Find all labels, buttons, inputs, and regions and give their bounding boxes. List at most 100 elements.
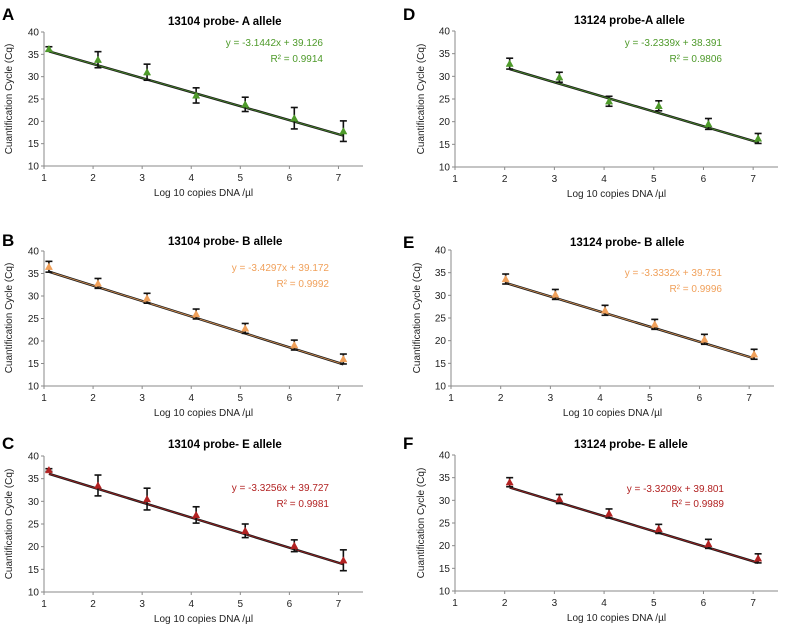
data-point-d — [505, 59, 514, 67]
chart-title-e: 13124 probe- B allele — [570, 237, 684, 249]
data-point-e — [650, 320, 659, 328]
y-tick-label-d: 10 — [439, 163, 451, 174]
x-tick-label-e: 6 — [697, 393, 703, 404]
chart-panel-a: A 13104 probe- A allele 10 15 20 25 30 35 40 1 2 3 4… — [2, 5, 363, 199]
panel-letter-b: B — [2, 231, 14, 250]
y-tick-label-d: 35 — [439, 49, 451, 60]
x-tick-label-b: 4 — [188, 393, 194, 404]
panel-letter-e: E — [403, 233, 414, 252]
y-tick-label-f: 15 — [439, 564, 451, 575]
x-tick-label-e: 4 — [597, 393, 603, 404]
x-tick-label-d: 5 — [651, 174, 657, 185]
x-tick-label-b: 6 — [287, 393, 293, 404]
data-point-c — [290, 541, 299, 549]
r-squared-e: R² = 0.9996 — [669, 284, 722, 295]
chart-title-f: 13124 probe- E allele — [574, 439, 688, 451]
data-point-e — [700, 335, 709, 343]
chart-panel-b: B 13104 probe- B allele 10 15 20 25 30 35 40 1 2 3 4… — [2, 231, 363, 419]
data-point-d — [555, 73, 564, 81]
data-point-a — [93, 55, 103, 63]
y-tick-label-d: 15 — [439, 140, 451, 151]
y-tick-label-e: 40 — [435, 246, 447, 257]
x-tick-label-d: 3 — [552, 174, 558, 185]
data-point-c — [339, 556, 348, 564]
x-tick-label-c: 1 — [41, 599, 47, 610]
x-tick-label-b: 2 — [90, 393, 96, 404]
x-tick-label-f: 6 — [701, 598, 707, 609]
y-axis-label-b: Cuantification Cycle (Cq) — [4, 263, 15, 374]
x-tick-label-f: 2 — [502, 598, 508, 609]
x-tick-label-f: 5 — [651, 598, 657, 609]
x-tick-label-c: 2 — [90, 599, 96, 610]
data-point-e — [501, 274, 510, 283]
y-tick-label-a: 10 — [28, 162, 40, 173]
panel-letter-a: A — [2, 5, 14, 24]
data-point-b — [192, 309, 201, 318]
data-point-a — [290, 114, 299, 122]
y-tick-label-e: 10 — [435, 382, 447, 393]
x-tick-label-d: 7 — [750, 174, 756, 185]
y-tick-label-b: 10 — [28, 382, 40, 393]
y-tick-label-e: 35 — [435, 268, 447, 279]
data-point-a — [339, 127, 348, 135]
x-axis-label-d: Log 10 copies DNA /µl — [567, 189, 666, 200]
x-axis-label-b: Log 10 copies DNA /µl — [154, 408, 253, 419]
y-tick-label-b: 40 — [28, 247, 40, 258]
y-tick-label-c: 40 — [28, 452, 40, 463]
y-tick-label-d: 40 — [439, 27, 451, 38]
r-squared-b: R² = 0.9992 — [276, 279, 329, 290]
x-tick-label-d: 4 — [601, 174, 607, 185]
x-tick-label-d: 2 — [502, 174, 508, 185]
data-point-c — [143, 494, 152, 503]
x-tick-label-a: 7 — [336, 173, 342, 184]
y-tick-label-a: 35 — [28, 50, 40, 61]
x-axis-label-c: Log 10 copies DNA /µl — [154, 614, 253, 625]
y-tick-label-d: 20 — [439, 117, 451, 128]
y-tick-label-c: 25 — [28, 520, 40, 531]
fit-equation-f: y = -3.3209x + 39.801 — [627, 484, 725, 495]
r-squared-d: R² = 0.9806 — [669, 54, 722, 65]
data-point-f — [654, 524, 663, 533]
y-tick-label-b: 20 — [28, 337, 40, 348]
x-axis-label-f: Log 10 copies DNA /µl — [567, 613, 666, 624]
data-point-b — [290, 340, 299, 349]
r-squared-c: R² = 0.9981 — [276, 499, 329, 510]
chart-panel-c: C 13104 probe- E allele 10 15 20 25 30 35 40 1 2 3 4… — [2, 434, 363, 625]
chart-panel-e: E 13124 probe- B allele 10 15 20 25 30 35 40 1 2 3 4… — [403, 233, 774, 419]
y-tick-label-b: 25 — [28, 314, 40, 325]
data-point-b — [241, 324, 250, 332]
fit-equation-d: y = -3.2339x + 38.391 — [625, 38, 723, 49]
y-axis-label-d: Cuantification Cycle (Cq) — [416, 44, 427, 155]
chart-title-b: 13104 probe- B allele — [168, 236, 282, 248]
y-tick-label-a: 25 — [28, 95, 40, 106]
y-tick-label-a: 20 — [28, 117, 40, 128]
x-tick-label-d: 1 — [452, 174, 458, 185]
x-tick-label-a: 6 — [287, 173, 293, 184]
y-tick-label-d: 30 — [439, 72, 451, 83]
data-point-c — [93, 481, 103, 489]
y-tick-label-f: 10 — [439, 587, 451, 598]
x-tick-label-c: 7 — [336, 599, 342, 610]
chart-title-d: 13124 probe-A allele — [574, 15, 685, 27]
data-point-d — [704, 119, 713, 128]
x-tick-label-f: 4 — [601, 598, 607, 609]
panel-letter-f: F — [403, 434, 413, 453]
y-tick-label-e: 30 — [435, 291, 447, 302]
y-tick-label-f: 30 — [439, 496, 451, 507]
chart-title-a: 13104 probe- A allele — [168, 16, 282, 28]
x-tick-label-a: 1 — [41, 173, 47, 184]
trendline-color-d — [509, 68, 759, 143]
data-point-b — [93, 279, 103, 287]
y-tick-label-f: 25 — [439, 519, 451, 530]
data-point-a — [192, 91, 201, 99]
y-axis-label-f: Cuantification Cycle (Cq) — [416, 468, 427, 579]
fit-equation-b: y = -3.4297x + 39.172 — [232, 263, 330, 274]
y-axis-label-c: Cuantification Cycle (Cq) — [4, 469, 15, 580]
x-tick-label-e: 3 — [548, 393, 554, 404]
x-tick-label-b: 3 — [139, 393, 145, 404]
data-point-a — [143, 68, 152, 76]
data-point-d — [654, 101, 663, 109]
chart-title-c: 13104 probe- E allele — [168, 439, 282, 451]
data-point-e — [551, 290, 560, 298]
x-tick-label-e: 7 — [746, 393, 752, 404]
